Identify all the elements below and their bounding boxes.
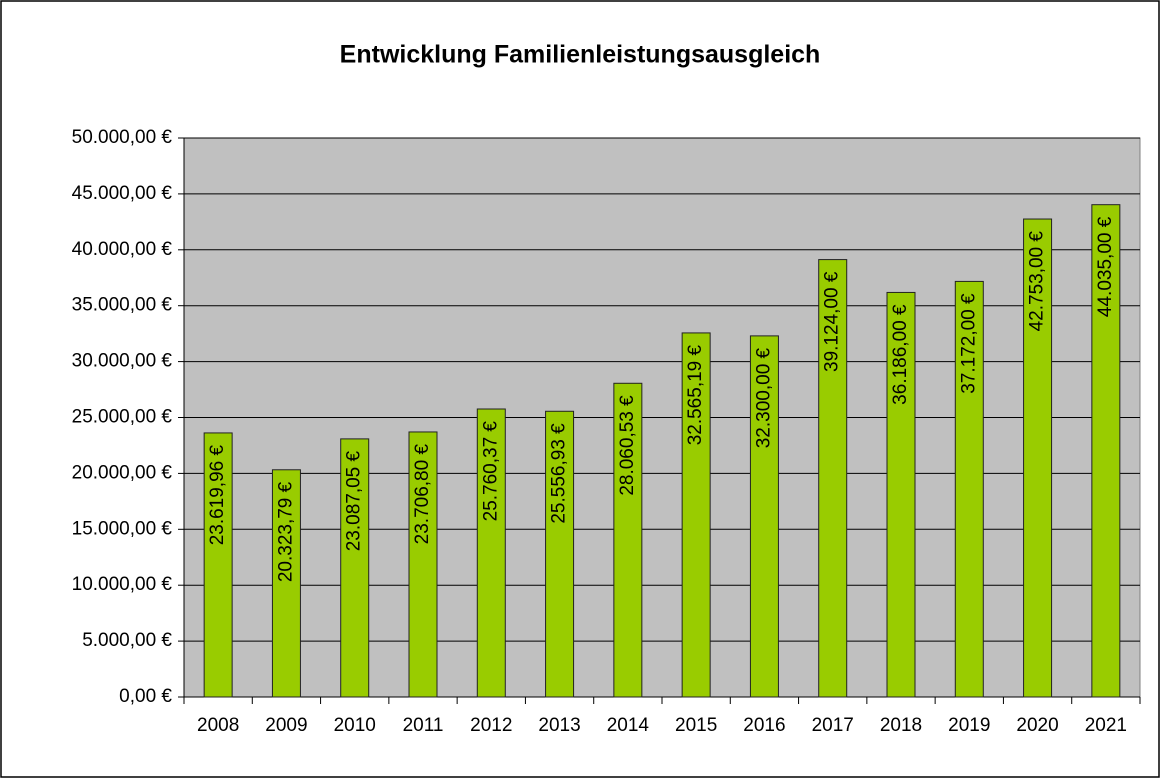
x-tick-label: 2012 bbox=[470, 715, 512, 736]
x-tick-label: 2019 bbox=[948, 715, 990, 736]
y-tick-label: 30.000,00 € bbox=[72, 351, 173, 372]
value-label: 37.172,00 € bbox=[958, 293, 979, 394]
x-tick-label: 2020 bbox=[1016, 715, 1058, 736]
y-tick-label: 5.000,00 € bbox=[82, 630, 172, 651]
x-tick-label: 2009 bbox=[265, 715, 307, 736]
y-tick-label: 20.000,00 € bbox=[72, 462, 173, 483]
bar bbox=[203, 432, 233, 698]
value-label: 23.619,96 € bbox=[207, 444, 228, 545]
bar bbox=[749, 335, 779, 698]
value-label: 28.060,53 € bbox=[617, 395, 638, 496]
bar bbox=[886, 291, 916, 698]
value-label: 42.753,00 € bbox=[1027, 231, 1048, 332]
x-tick-label: 2014 bbox=[607, 715, 650, 736]
x-tick-label: 2013 bbox=[538, 715, 580, 736]
y-tick-label: 0,00 € bbox=[119, 686, 172, 707]
bar bbox=[340, 438, 370, 698]
x-tick-label: 2016 bbox=[743, 715, 785, 736]
y-tick-label: 40.000,00 € bbox=[72, 239, 173, 260]
value-label: 20.323,79 € bbox=[275, 481, 296, 582]
bar bbox=[613, 382, 643, 698]
value-label: 36.186,00 € bbox=[890, 304, 911, 405]
x-tick-label: 2010 bbox=[334, 715, 376, 736]
y-tick-label: 10.000,00 € bbox=[72, 574, 173, 595]
chart-title: Entwicklung Familienleistungsausgleich bbox=[340, 41, 821, 69]
x-tick-label: 2018 bbox=[880, 715, 922, 736]
bar bbox=[818, 259, 848, 698]
x-tick-label: 2021 bbox=[1085, 715, 1127, 736]
value-label: 25.556,93 € bbox=[549, 423, 570, 524]
y-tick-label: 35.000,00 € bbox=[72, 295, 173, 316]
x-tick-label: 2015 bbox=[675, 715, 717, 736]
value-label: 23.706,80 € bbox=[412, 444, 433, 545]
value-label: 32.300,00 € bbox=[753, 347, 774, 448]
y-tick-label: 50.000,00 € bbox=[72, 127, 173, 148]
x-tick-label: 2017 bbox=[812, 715, 854, 736]
value-label: 39.124,00 € bbox=[822, 271, 843, 372]
bar bbox=[681, 332, 711, 698]
bar bbox=[271, 469, 301, 698]
y-tick-label: 25.000,00 € bbox=[72, 407, 173, 428]
bar bbox=[1023, 218, 1053, 698]
bar bbox=[1091, 204, 1121, 698]
x-tick-label: 2008 bbox=[197, 715, 239, 736]
bar bbox=[476, 408, 506, 698]
value-label: 23.087,05 € bbox=[344, 450, 365, 551]
y-tick-label: 15.000,00 € bbox=[72, 518, 173, 539]
bar bbox=[954, 280, 984, 698]
value-label: 44.035,00 € bbox=[1095, 216, 1116, 317]
value-label: 32.565,19 € bbox=[685, 344, 706, 445]
bar bbox=[545, 410, 575, 698]
value-label: 25.760,37 € bbox=[480, 421, 501, 522]
x-tick-label: 2011 bbox=[403, 715, 444, 736]
bar bbox=[408, 431, 438, 698]
y-tick-label: 45.000,00 € bbox=[72, 183, 173, 204]
